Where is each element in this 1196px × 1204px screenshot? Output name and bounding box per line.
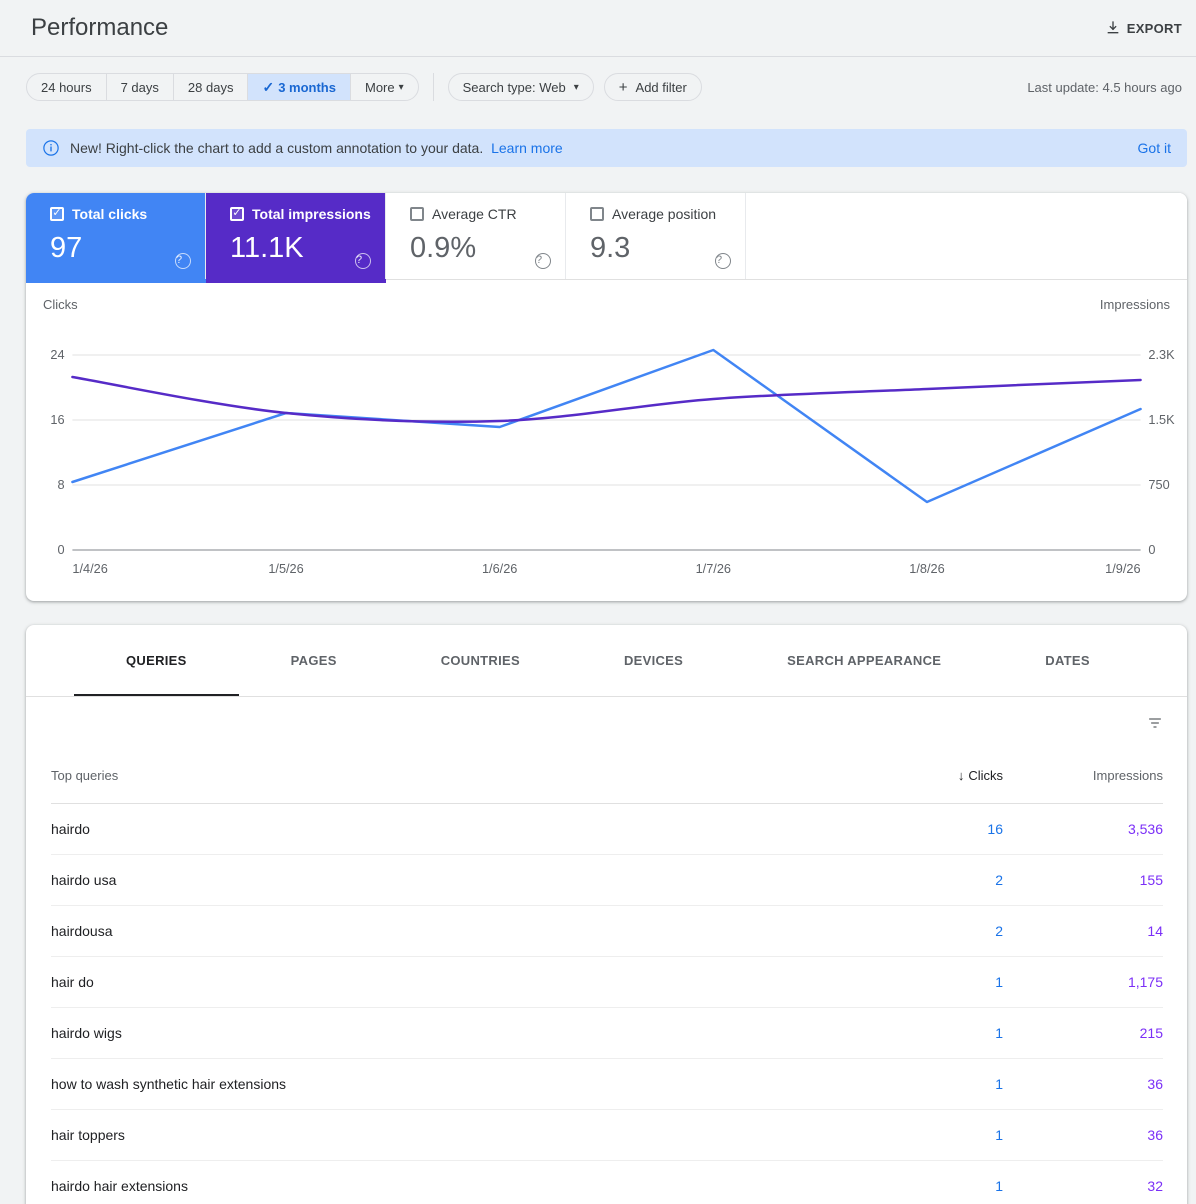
- svg-text:8: 8: [57, 477, 64, 492]
- svg-text:1/8/26: 1/8/26: [909, 561, 944, 576]
- svg-text:2.3K: 2.3K: [1148, 347, 1175, 362]
- svg-text:24: 24: [50, 347, 64, 362]
- svg-text:0: 0: [57, 542, 64, 557]
- svg-text:1/6/26: 1/6/26: [482, 561, 517, 576]
- svg-text:0: 0: [1148, 542, 1155, 557]
- svg-text:750: 750: [1148, 477, 1169, 492]
- svg-text:1/9/26: 1/9/26: [1105, 561, 1140, 576]
- svg-text:1/7/26: 1/7/26: [696, 561, 731, 576]
- svg-text:16: 16: [50, 412, 64, 427]
- svg-text:1.5K: 1.5K: [1148, 412, 1175, 427]
- svg-text:1/4/26: 1/4/26: [72, 561, 107, 576]
- svg-text:1/5/26: 1/5/26: [268, 561, 303, 576]
